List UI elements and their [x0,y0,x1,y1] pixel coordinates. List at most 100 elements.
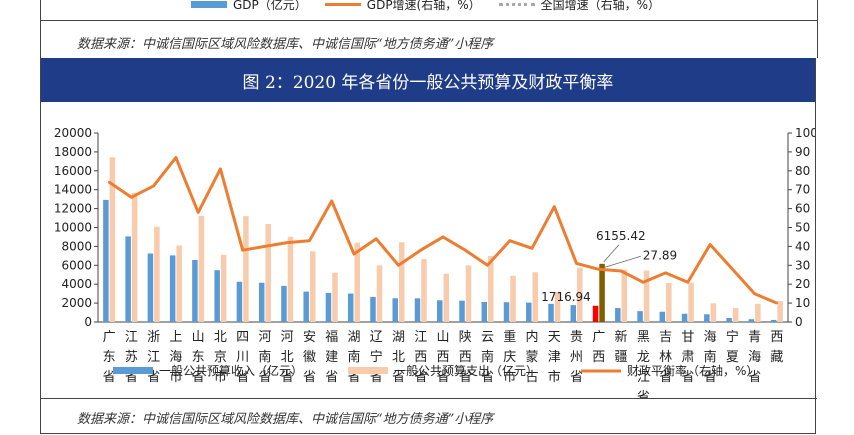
ratio-point [597,268,601,271]
left-tick-label: 8000 [61,239,92,253]
revenue-bar [570,305,577,322]
expenditure-leader-line [603,244,620,263]
revenue-bar [615,308,621,322]
revenue-bar [281,285,287,322]
revenue-bar [437,300,443,322]
category-label: 天津市 [548,330,561,385]
left-tick-label: 4000 [61,277,92,291]
category-label: 内蒙古 [526,329,539,385]
expenditure-annotation: 6155.42 [596,229,646,243]
right-tick-label: 50 [795,221,810,235]
left-tick-label: 12000 [54,202,92,216]
category-label: 黑龙江省 [637,330,650,398]
revenue-bar [169,255,176,322]
revenue-bar [347,293,354,322]
left-tick-label: 2000 [61,296,92,310]
ratio-point [352,252,356,256]
top-source-note: 数据来源：中诚信国际区域风险数据库、中诚信国际“地方债务通”小程序 [77,37,494,52]
right-tick-label: 70 [795,183,810,197]
category-label: 陕西省 [459,330,472,385]
ratio-point [263,245,267,248]
right-tick-label: 80 [795,164,810,178]
ratio-point [152,184,155,188]
category-label: 甘肃省 [681,330,694,385]
category-label: 广西 [592,330,605,365]
ratio-point [130,196,133,199]
expenditure-bar [488,256,494,322]
ratio-point [419,248,422,252]
ratio-leader-line [604,255,641,268]
ratio-point [642,281,645,284]
category-label: 江西省 [414,330,427,385]
expenditure-bar [109,157,116,322]
expenditure-bar [532,272,539,322]
ratio-point [553,205,556,208]
category-label: 重庆市 [503,329,516,385]
ratio-point [530,247,534,250]
ratio-point [375,237,378,241]
revenue-annotation: 1716.94 [541,290,591,304]
revenue-bar [503,302,510,322]
ratio-annotation: 27.89 [643,248,677,262]
expenditure-bar [554,292,561,322]
expenditure-bar [176,245,182,322]
ratio-point [775,301,779,305]
revenue-bar [481,301,488,322]
expenditure-bar [688,282,694,322]
revenue-bar [258,282,265,322]
category-label: 贵州省 [570,330,583,385]
top-legend-gdp-growth: GDP增速(右轴，%） [324,0,481,13]
right-tick-label: 100 [795,126,815,140]
revenue-bar [303,291,309,322]
expenditure-bar [755,303,761,322]
right-tick-label: 0 [795,315,803,329]
category-label: 河北省 [281,330,294,385]
category-label: 上海市 [169,330,182,385]
ratio-point [441,235,445,239]
expenditure-bar [710,303,717,322]
expenditure-bar [621,269,628,322]
category-label: 山东省 [192,330,205,385]
category-label: 宁夏 [726,329,739,365]
expenditure-bar [354,242,360,322]
expenditure-bar [265,223,271,322]
revenue-bar [637,311,643,322]
revenue-bar [192,260,198,322]
category-label: 西藏 [770,330,783,365]
expenditure-bar [220,254,227,322]
top-divider [41,20,817,21]
left-tick-label: 18000 [54,145,92,159]
bottom-divider [41,398,817,399]
expenditure-bar [443,273,449,322]
revenue-bar [681,313,688,322]
category-label: 云南省 [481,330,494,385]
category-label: 福建省 [325,330,338,385]
category-label: 安徽省 [303,330,316,385]
left-tick-label: 20000 [54,126,92,140]
expenditure-bar [287,236,294,322]
category-label: 海南省 [704,330,717,385]
ratio-point [575,262,578,265]
category-label: 广东省 [103,330,116,385]
ratio-point [330,199,333,203]
expenditure-bar [577,267,583,322]
expenditure-bar [309,251,316,322]
ratio-point [619,269,623,273]
revenue-bar [726,318,732,322]
gdp-swatch [191,0,227,8]
right-tick-label: 30 [795,258,810,272]
revenue-bar [147,253,154,322]
category-label: 四川省 [236,330,249,385]
revenue-bar [370,296,376,322]
revenue-bar [459,300,465,322]
top-legend-national-label: 全国增速（右轴，%） [540,0,661,12]
category-label: 湖北省 [392,330,405,385]
legend-expenditure-label: 一般公共预算支出（亿元） [394,363,538,378]
revenue-bar [392,298,398,322]
revenue-bar [414,298,421,322]
expenditure-bar [198,215,205,322]
revenue-bar [125,236,131,322]
top-legend-gdp: GDP（亿元） [191,0,307,13]
ratio-point [219,167,222,171]
right-tick-label: 40 [795,239,810,253]
